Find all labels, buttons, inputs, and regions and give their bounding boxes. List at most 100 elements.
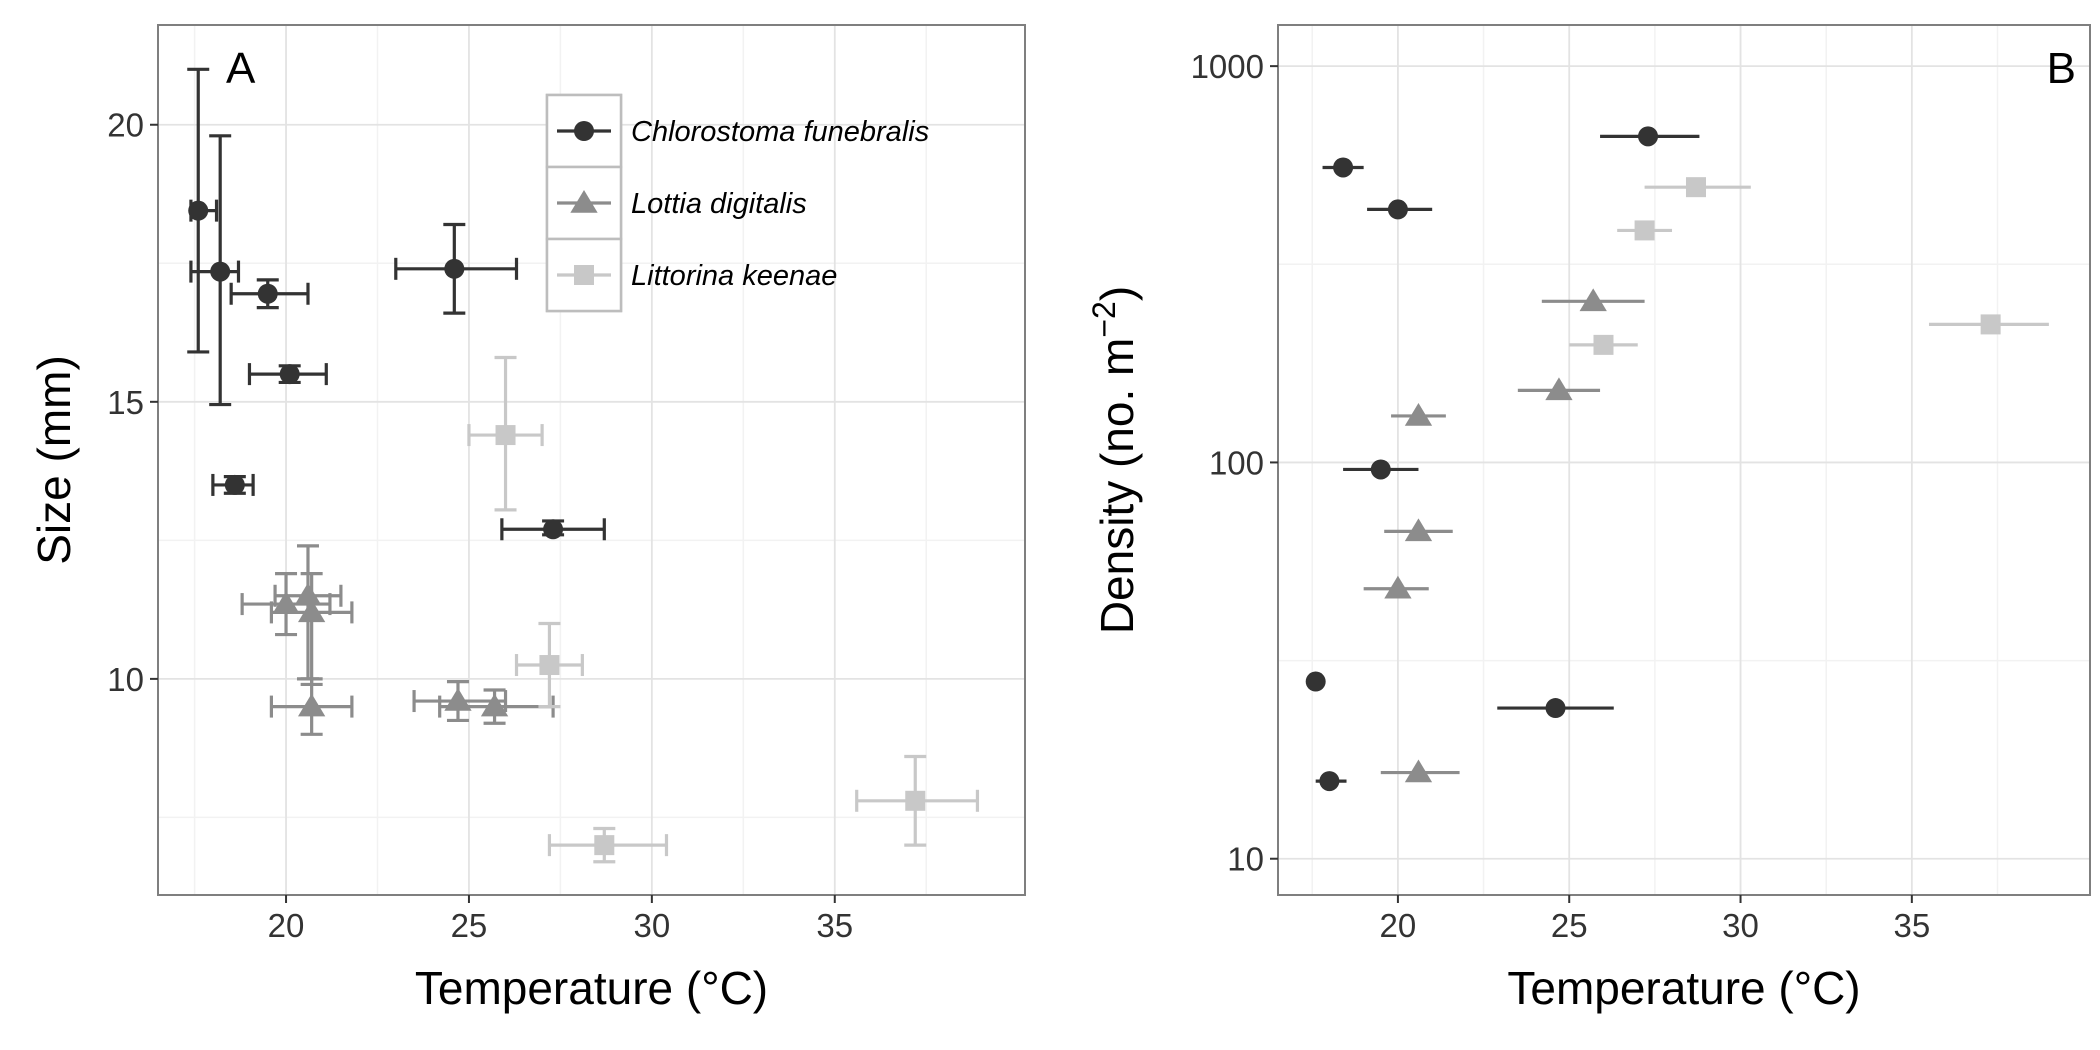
data-point-lottia: [1363, 575, 1429, 599]
panel-a-y-axis-title: Size (mm): [28, 355, 80, 565]
data-point-littorina: [514, 621, 584, 709]
y-tick-label: 15: [107, 384, 144, 421]
panel-b-x-axis-title: Temperature (°C): [1507, 962, 1860, 1014]
data-point-chlorostoma: [1343, 459, 1419, 480]
chlorostoma-circle-marker: [1370, 459, 1391, 480]
data-point-littorina: [1644, 177, 1751, 198]
data-point-chlorostoma: [1497, 698, 1614, 719]
chlorostoma-circle-marker: [279, 364, 300, 385]
x-tick-label: 30: [634, 907, 671, 944]
lottia-triangle-marker: [1404, 518, 1433, 542]
panel-a-border: [157, 24, 1026, 896]
lottia-triangle-marker: [1404, 402, 1433, 426]
lottia-triangle-marker: [480, 693, 509, 717]
x-tick-label: 25: [1551, 907, 1588, 944]
legend-label-littorina: Littorina keenae: [631, 260, 837, 292]
panel-b: 20 25 30 35 10 100 1000 B Temperature (°C) De…: [1086, 24, 2091, 1014]
chlorostoma-circle-marker: [1319, 771, 1340, 792]
data-point-lottia: [269, 571, 354, 687]
panel-a-y-ticks: 10 15 20: [107, 107, 158, 698]
chlorostoma-circle-marker: [1305, 671, 1326, 692]
data-point-lottia: [1391, 402, 1446, 426]
lottia-triangle-marker: [1545, 377, 1573, 401]
littorina-square-marker: [905, 790, 926, 811]
panel-a-label: A: [226, 44, 256, 93]
chlorostoma-circle-marker: [257, 283, 278, 304]
data-point-littorina: [1569, 334, 1638, 355]
legend-key-chlorostoma-marker: [574, 121, 594, 141]
chlorostoma-circle-marker: [1333, 157, 1354, 178]
data-point-chlorostoma: [1322, 157, 1364, 178]
y-tick-label: 1000: [1191, 48, 1264, 85]
data-point-littorina: [547, 826, 669, 864]
data-point-littorina: [855, 754, 980, 847]
data-point-lottia: [1517, 377, 1601, 401]
panel-b-gridlines: [1278, 25, 2090, 895]
data-point-chlorostoma: [500, 518, 606, 541]
legend-key-littorina-marker: [574, 265, 594, 285]
panel-b-border: [1277, 24, 2091, 896]
panel-a-x-ticks: 20 25 30 35: [268, 895, 853, 944]
littorina-square-marker: [539, 655, 560, 676]
lottia-triangle-marker: [1404, 759, 1433, 783]
chlorostoma-circle-marker: [1387, 199, 1408, 220]
littorina-square-marker: [1980, 314, 2001, 335]
data-point-lottia: [1384, 518, 1453, 542]
data-point-chlorostoma: [187, 67, 219, 354]
chlorostoma-circle-marker: [543, 519, 564, 540]
data-point-littorina: [467, 355, 544, 512]
lottia-triangle-marker: [1384, 575, 1412, 599]
data-point-chlorostoma: [1305, 671, 1326, 692]
data-point-lottia: [273, 544, 343, 681]
data-point-chlorostoma: [1315, 771, 1347, 792]
y-tick-label: 10: [1227, 841, 1264, 878]
panel-a-data-points: [187, 67, 980, 864]
data-point-chlorostoma: [1600, 126, 1700, 147]
panel-b-y-axis-title-main: Density (no. m: [1091, 338, 1143, 635]
chlorostoma-circle-marker: [1545, 698, 1566, 719]
panel-b-y-axis-title-exponent: −2: [1086, 301, 1122, 337]
panel-a: Chlorostoma funebralis Lottia digitalis …: [28, 24, 1026, 1014]
x-tick-label: 35: [816, 907, 853, 944]
legend-keys: [545, 93, 623, 313]
y-tick-label: 100: [1209, 444, 1264, 481]
legend-label-lottia: Lottia digitalis: [631, 188, 807, 220]
lottia-triangle-marker: [1579, 288, 1607, 312]
data-point-chlorostoma: [394, 222, 519, 315]
panel-b-x-ticks: 20 25 30 35: [1380, 895, 1930, 944]
y-tick-label: 10: [107, 661, 144, 698]
data-point-lottia: [1380, 759, 1460, 783]
data-point-chlorostoma: [229, 278, 310, 310]
chlorostoma-circle-marker: [444, 258, 465, 279]
panel-b-data-points: [1305, 126, 2049, 792]
panel-b-label: B: [2047, 44, 2076, 93]
data-point-littorina: [1928, 314, 2049, 335]
data-point-chlorostoma: [211, 473, 255, 496]
lottia-triangle-marker: [272, 591, 300, 614]
panel-b-y-ticks: 10 100 1000: [1191, 48, 1278, 878]
chlorostoma-circle-marker: [224, 474, 245, 495]
x-tick-label: 35: [1893, 907, 1930, 944]
x-tick-label: 20: [268, 907, 305, 944]
lottia-triangle-marker: [297, 693, 326, 717]
data-point-lottia: [269, 677, 354, 736]
x-tick-label: 25: [451, 907, 488, 944]
data-point-littorina: [1617, 220, 1673, 241]
x-tick-label: 30: [1722, 907, 1759, 944]
chlorostoma-circle-marker: [210, 261, 231, 282]
chlorostoma-circle-marker: [188, 200, 209, 221]
data-point-chlorostoma: [1367, 199, 1433, 220]
chlorostoma-circle-marker: [1638, 126, 1659, 147]
lottia-triangle-marker: [297, 599, 326, 623]
panel-b-y-axis-title-close: ): [1091, 286, 1143, 301]
lottia-triangle-marker: [294, 582, 322, 606]
littorina-square-marker: [1634, 220, 1655, 241]
data-point-chlorostoma: [247, 363, 328, 386]
x-tick-label: 20: [1380, 907, 1417, 944]
legend-label-chlorostoma: Chlorostoma funebralis: [631, 116, 929, 148]
y-tick-label: 20: [107, 107, 144, 144]
littorina-square-marker: [1685, 177, 1706, 198]
data-point-chlorostoma: [189, 134, 241, 407]
legend-key-lottia-marker: [570, 190, 598, 213]
